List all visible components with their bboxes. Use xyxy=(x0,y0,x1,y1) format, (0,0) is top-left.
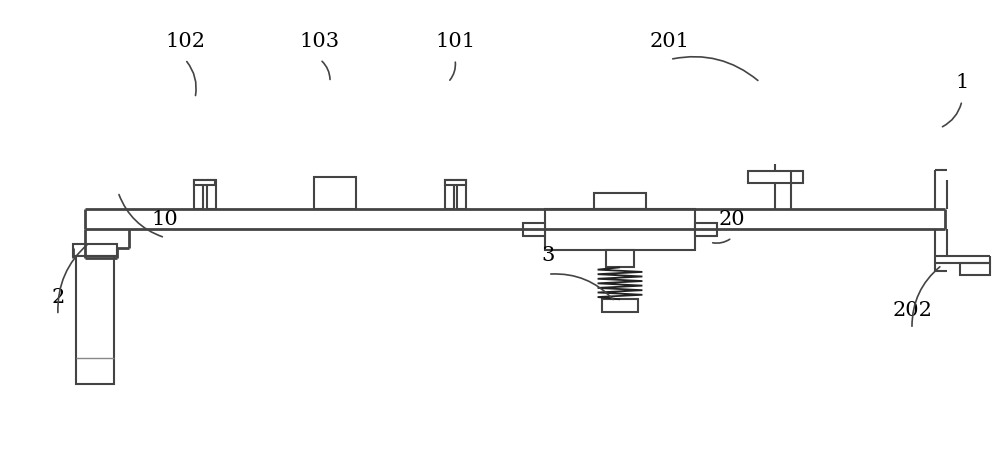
Bar xyxy=(748,171,802,182)
Bar xyxy=(194,180,215,185)
Text: 202: 202 xyxy=(892,301,932,320)
Bar xyxy=(960,262,990,275)
Text: 1: 1 xyxy=(955,73,969,92)
Bar xyxy=(695,223,717,236)
Text: 3: 3 xyxy=(541,246,555,266)
Bar xyxy=(207,180,216,209)
Bar xyxy=(194,180,204,209)
Text: 2: 2 xyxy=(51,287,65,307)
Bar xyxy=(523,223,545,236)
Bar xyxy=(606,250,634,267)
Bar xyxy=(73,244,117,256)
Text: 10: 10 xyxy=(152,210,178,229)
Bar xyxy=(444,180,466,185)
Text: 201: 201 xyxy=(650,32,690,51)
Bar xyxy=(594,193,646,209)
Text: 20: 20 xyxy=(719,210,745,229)
Bar xyxy=(444,180,454,209)
Text: 102: 102 xyxy=(165,32,205,51)
Bar xyxy=(314,177,356,209)
Bar xyxy=(545,209,695,250)
Text: 101: 101 xyxy=(435,32,475,51)
Bar xyxy=(456,180,466,209)
Bar xyxy=(76,256,114,384)
Text: 103: 103 xyxy=(300,32,340,51)
Bar xyxy=(602,299,638,312)
